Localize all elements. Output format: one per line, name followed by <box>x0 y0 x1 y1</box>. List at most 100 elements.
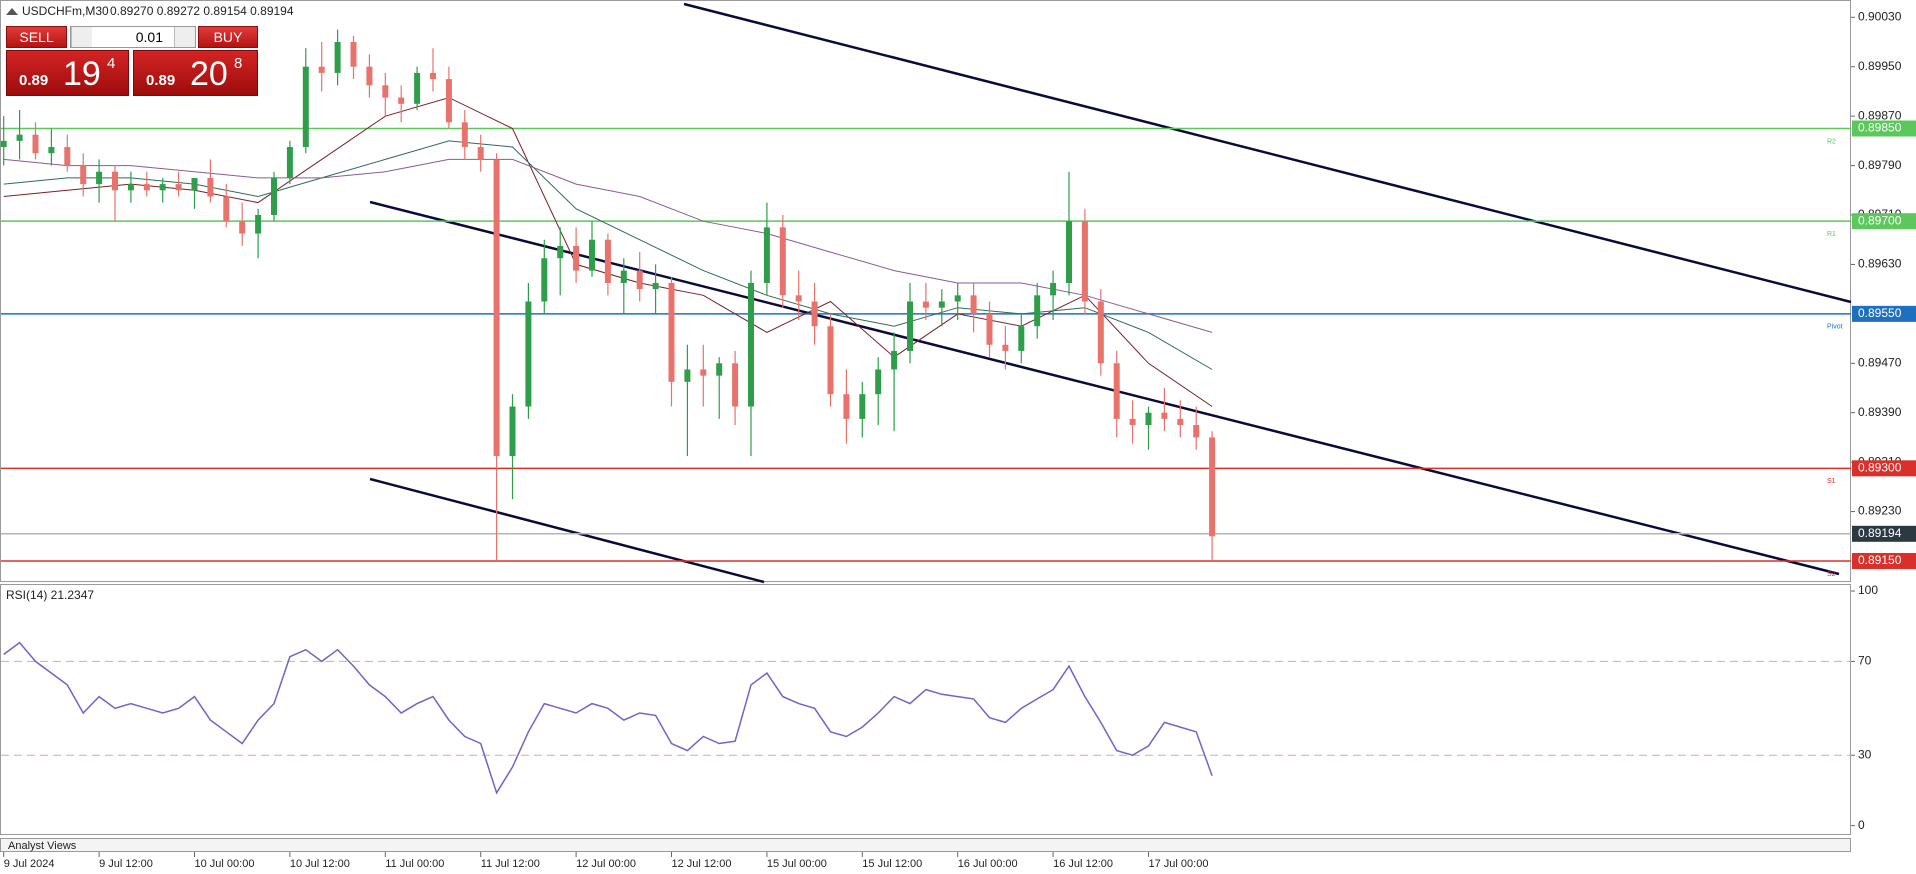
sell-button[interactable]: SELL <box>6 26 67 48</box>
level-label: 0.89700 <box>1858 213 1902 227</box>
candle-body <box>1002 344 1009 351</box>
candle-body <box>827 326 834 395</box>
candle-body <box>891 350 898 370</box>
y-tick-label: 0.89390 <box>1858 405 1902 419</box>
candle-body <box>430 72 436 80</box>
x-tick-label: 9 Jul 2024 <box>4 858 55 870</box>
x-tick-label: 9 Jul 12:00 <box>99 858 153 870</box>
candle-body <box>843 394 850 419</box>
x-tick-label: 15 Jul 00:00 <box>767 858 827 870</box>
candle-body <box>366 66 373 86</box>
level-tag: R1 <box>1827 231 1836 238</box>
ask-quote[interactable]: 0.89 20 8 <box>133 50 258 96</box>
level-label: 0.89550 <box>1858 306 1902 320</box>
candle-body <box>398 97 405 104</box>
candle-body <box>875 369 882 395</box>
y-tick-label: 0.89870 <box>1858 108 1902 122</box>
y-tick-label: 0 <box>1858 818 1865 832</box>
candle-body <box>1066 221 1072 283</box>
y-tick-label: 0.89790 <box>1858 158 1902 172</box>
level-label: 0.89194 <box>1858 526 1902 540</box>
candle-body <box>509 406 516 456</box>
footer-text[interactable]: Analyst Views <box>8 840 77 852</box>
y-tick-label: 70 <box>1858 654 1872 668</box>
collapse-icon[interactable] <box>6 8 18 15</box>
candle-body <box>970 295 977 314</box>
x-tick-label: 17 Jul 00:00 <box>1149 858 1209 870</box>
level-box <box>1852 120 1916 137</box>
candle-body <box>1050 282 1057 296</box>
candle-body <box>589 239 595 271</box>
level-label: 0.89150 <box>1858 553 1902 567</box>
candle-body <box>461 122 468 148</box>
level-label: 0.89300 <box>1858 460 1902 474</box>
candle-body <box>748 282 754 407</box>
candle-body <box>350 42 357 67</box>
candle-body <box>779 227 786 296</box>
y-tick-label: 30 <box>1858 747 1872 761</box>
buy-button[interactable]: BUY <box>198 26 258 48</box>
candle-body <box>112 171 118 191</box>
candle-body <box>716 363 723 376</box>
candle-body <box>1129 418 1136 426</box>
y-tick-label: 0.89230 <box>1858 504 1902 518</box>
volume-input[interactable]: 0.01 <box>70 26 196 48</box>
candle-body <box>64 147 71 166</box>
candle-body <box>795 295 802 302</box>
level-box <box>1852 213 1916 230</box>
candle-body <box>414 72 421 104</box>
candle-body <box>271 177 277 216</box>
x-tick-label: 12 Jul 00:00 <box>576 858 636 870</box>
bid-big: 0.89 <box>19 72 49 89</box>
moving-average <box>3 140 1213 370</box>
candle-body <box>1113 363 1120 419</box>
candle-body <box>907 301 913 351</box>
candle-body <box>143 184 150 191</box>
candle-body <box>318 66 325 73</box>
candle-body <box>557 245 564 259</box>
candle-body <box>1193 425 1200 438</box>
volume-down[interactable] <box>71 27 92 47</box>
candle-body <box>191 177 198 191</box>
bid-quote[interactable]: 0.89 19 4 <box>6 50 129 96</box>
x-tick-label: 10 Jul 12:00 <box>290 858 350 870</box>
level-tag: Pivot <box>1827 324 1843 331</box>
candle-body <box>922 301 929 308</box>
y-tick-label: 0.89630 <box>1858 257 1902 271</box>
candle-body <box>0 140 7 148</box>
quote-text: 0.89270 0.89272 0.89154 0.89194 <box>110 4 294 18</box>
y-tick-label: 100 <box>1858 583 1878 597</box>
candle-body <box>96 171 103 185</box>
volume-up[interactable] <box>174 27 195 47</box>
x-tick-label: 15 Jul 12:00 <box>862 858 922 870</box>
trade-panel: SELL 0.01 BUY 0.89 19 4 0.89 20 8 <box>6 26 258 96</box>
rsi-line <box>3 641 1213 795</box>
candle-body <box>652 282 659 290</box>
bid-sup: 4 <box>107 55 116 72</box>
candle-body <box>541 258 548 302</box>
candle-body <box>239 221 246 234</box>
bid-main: 19 <box>63 55 101 93</box>
candle-body <box>1161 412 1168 419</box>
candle-body <box>986 313 993 345</box>
candle-body <box>1018 326 1025 351</box>
level-label: 0.89850 <box>1858 121 1902 135</box>
candle-body <box>1209 437 1216 537</box>
candle-body <box>255 215 262 234</box>
candle-body <box>668 282 675 382</box>
x-tick-label: 16 Jul 00:00 <box>958 858 1018 870</box>
candle-body <box>302 66 309 148</box>
x-tick-label: 12 Jul 12:00 <box>672 858 732 870</box>
candle-body <box>286 147 293 178</box>
candle-body <box>573 245 580 271</box>
candle-body <box>493 159 500 456</box>
main-frame <box>0 0 1851 582</box>
candle-body <box>207 177 214 197</box>
rsi-frame <box>0 584 1851 835</box>
candle-body <box>382 85 389 98</box>
candle-body <box>1145 412 1152 426</box>
level-tag: S2 <box>1827 571 1836 578</box>
level-tag: S1 <box>1827 478 1836 485</box>
level-box <box>1852 525 1916 542</box>
